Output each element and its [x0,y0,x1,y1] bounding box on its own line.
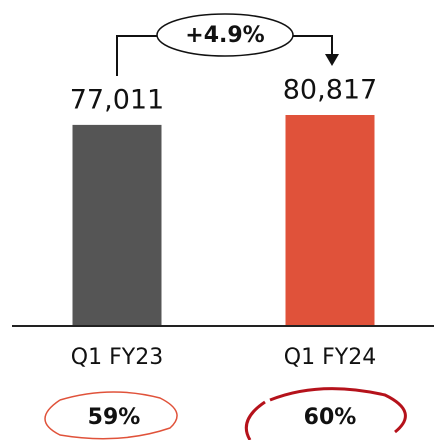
connector [292,35,333,56]
x-tick-label: Q1 FY23 [71,345,163,370]
footer-label: 59% [88,405,141,430]
annotation: +4.9% [185,23,264,48]
value-label: 77,011 [70,84,164,115]
x-tick-label: Q1 FY24 [284,345,376,370]
bar [72,124,162,326]
annotation-ellipse [156,13,294,57]
footer-label: 60% [304,405,357,430]
bar [285,115,375,325]
connector [116,35,158,76]
value-label: 80,817 [283,75,377,106]
footer-ellipse [44,391,178,440]
arrow-head [325,54,339,66]
footer-ellipse [244,387,407,440]
